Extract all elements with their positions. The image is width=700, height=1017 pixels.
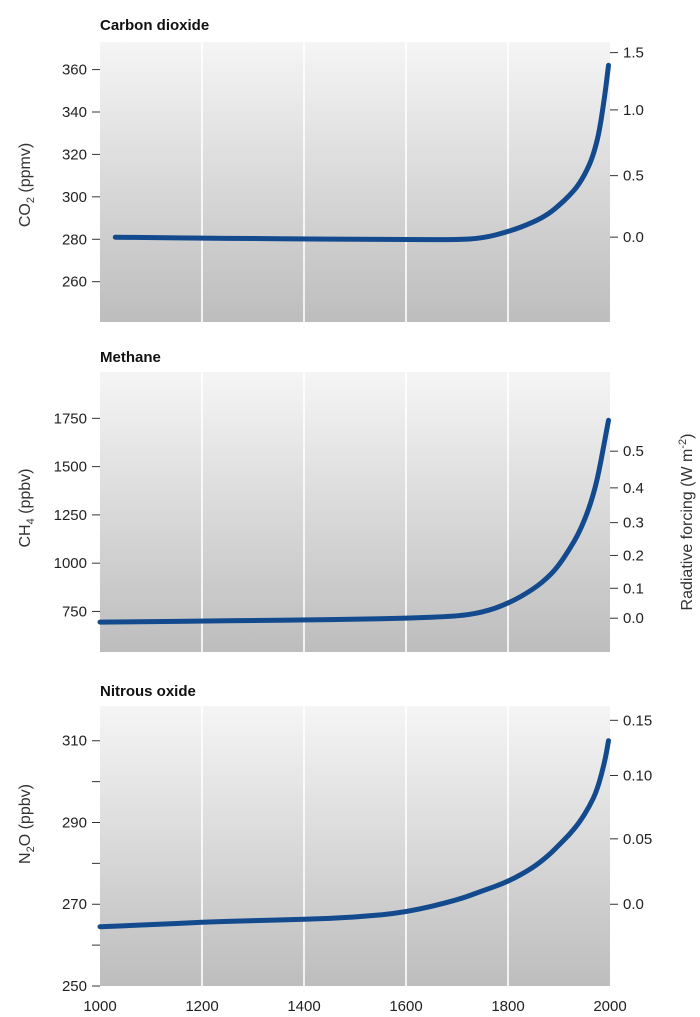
x-tick-label: 1400 xyxy=(287,998,320,1015)
rf-tick-label: 0.10 xyxy=(623,767,652,784)
panels: Carbon dioxide 260 280 300 320 340 360 0.0 0.5 1.… xyxy=(17,17,652,1015)
rf-tick-label: 1.5 xyxy=(623,45,644,62)
rf-tick-label: 0.0 xyxy=(623,896,644,913)
y-axis-label: CO2 (ppmv) xyxy=(17,143,37,227)
rf-tick-label: 0.5 xyxy=(623,443,644,460)
y-tick-label: 280 xyxy=(62,231,87,248)
panel-title: Methane xyxy=(100,349,161,366)
x-tick-label: 2000 xyxy=(593,998,626,1015)
plot-background xyxy=(100,42,610,322)
rf-tick-label: 0.15 xyxy=(623,712,652,729)
series-line xyxy=(112,62,611,243)
rf-tick-label: 1.0 xyxy=(623,102,644,119)
chart-panel-1: Methane 750 1000 1250 1500 1750 0.0 0.1 0.2 0.3 0.… xyxy=(17,349,644,652)
x-tick-label: 1600 xyxy=(389,998,422,1015)
rf-tick-label: 0.4 xyxy=(623,480,644,497)
x-tick-label: 1800 xyxy=(491,998,524,1015)
rf-tick-label: 0.2 xyxy=(623,547,644,564)
panel-title: Nitrous oxide xyxy=(100,683,196,700)
plot-background xyxy=(100,706,610,986)
y-axis-label: CH4 (ppbv) xyxy=(17,468,37,547)
y-tick-label: 1000 xyxy=(54,555,87,572)
y-axis-label: N2O (ppbv) xyxy=(17,784,37,864)
y-tick-label: 1250 xyxy=(54,507,87,524)
right-axis-label: Radiative forcing (W m-2) xyxy=(677,434,696,611)
y-tick-label: 1500 xyxy=(54,459,87,476)
y-tick-label: 1750 xyxy=(54,410,87,427)
series-line xyxy=(97,738,611,930)
chart-panel-2: Nitrous oxide 250 270 290 310 0.0 0.05 0.10 0.15… xyxy=(17,683,652,1015)
y-tick-label: 310 xyxy=(62,733,87,750)
chart-panel-0: Carbon dioxide 260 280 300 320 340 360 0.0 0.5 1.… xyxy=(17,17,644,322)
y-tick-label: 750 xyxy=(62,603,87,620)
y-tick-label: 300 xyxy=(62,189,87,206)
rf-tick-label: 0.0 xyxy=(623,610,644,627)
series-line xyxy=(97,417,611,625)
y-tick-label: 340 xyxy=(62,104,87,121)
y-tick-label: 260 xyxy=(62,274,87,291)
rf-tick-label: 0.0 xyxy=(623,229,644,246)
y-tick-label: 290 xyxy=(62,814,87,831)
x-tick-label: 1200 xyxy=(185,998,218,1015)
y-tick-label: 270 xyxy=(62,896,87,913)
y-tick-label: 360 xyxy=(62,62,87,79)
plot-background xyxy=(100,372,610,652)
rf-tick-label: 0.1 xyxy=(623,580,644,597)
x-tick-label: 1000 xyxy=(83,998,116,1015)
rf-tick-label: 0.5 xyxy=(623,168,644,185)
y-tick-label: 250 xyxy=(62,978,87,995)
panel-title: Carbon dioxide xyxy=(100,17,209,34)
rf-tick-label: 0.05 xyxy=(623,831,652,848)
rf-tick-label: 0.3 xyxy=(623,515,644,532)
y-tick-label: 320 xyxy=(62,146,87,163)
